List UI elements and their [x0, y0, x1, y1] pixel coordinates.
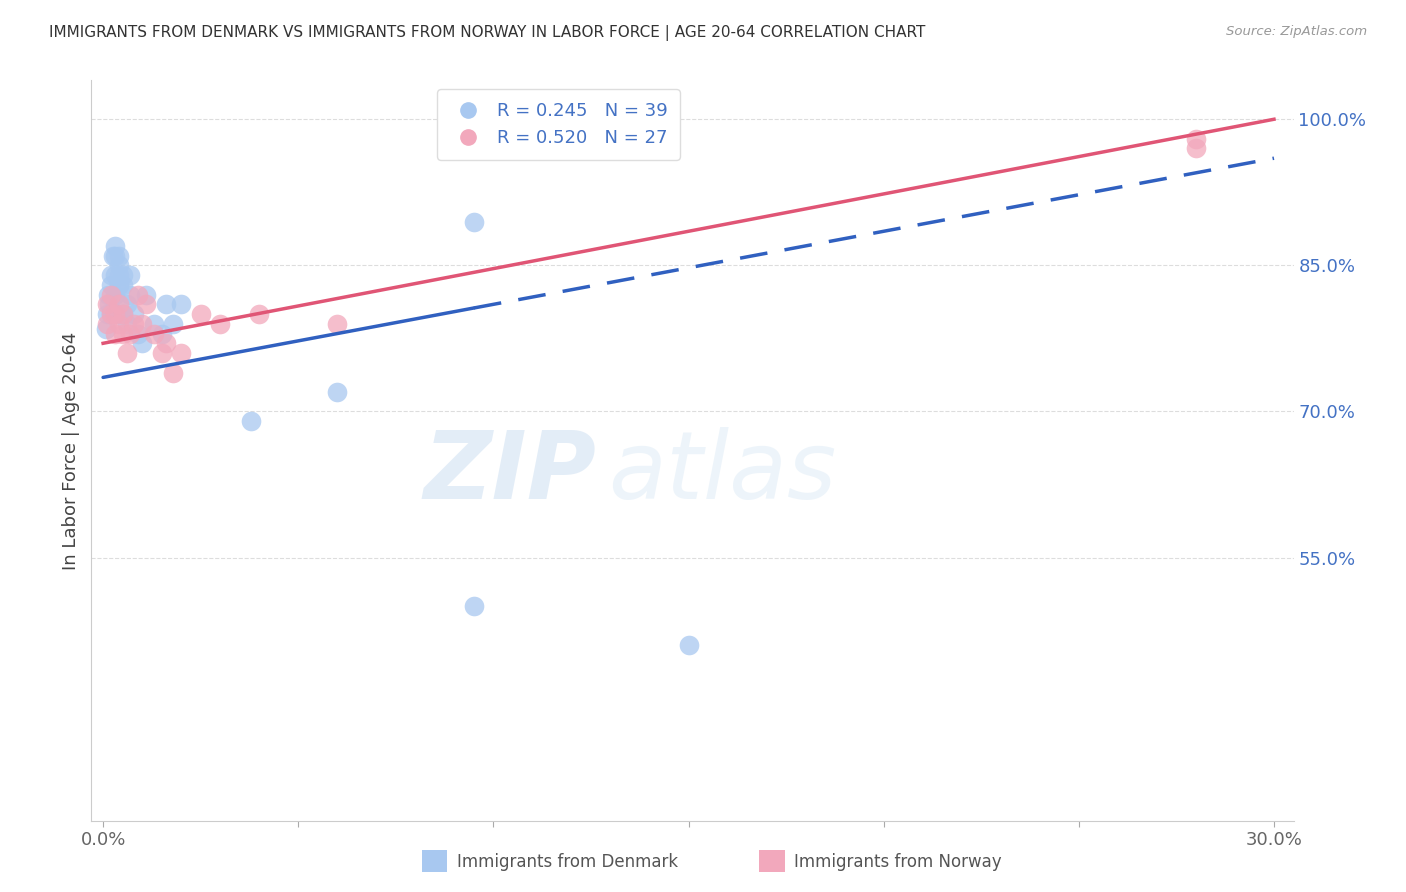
Text: ZIP: ZIP	[423, 426, 596, 518]
Point	[111, 307, 134, 321]
Text: IMMIGRANTS FROM DENMARK VS IMMIGRANTS FROM NORWAY IN LABOR FORCE | AGE 20-64 COR: IMMIGRANTS FROM DENMARK VS IMMIGRANTS FR…	[49, 25, 925, 41]
Point	[115, 346, 138, 360]
Point	[127, 287, 149, 301]
Point	[104, 326, 127, 341]
Text: Source: ZipAtlas.com: Source: ZipAtlas.com	[1226, 25, 1367, 38]
Point	[170, 346, 193, 360]
Point	[96, 307, 118, 321]
Point	[142, 326, 165, 341]
Point	[135, 287, 157, 301]
Point	[120, 268, 142, 282]
Point	[104, 307, 127, 321]
Point	[97, 287, 120, 301]
Point	[326, 317, 349, 331]
Point	[107, 277, 129, 292]
Point	[326, 384, 349, 399]
Point	[100, 287, 122, 301]
Point	[162, 366, 184, 380]
Point	[107, 249, 129, 263]
Point	[104, 268, 127, 282]
Text: atlas: atlas	[609, 427, 837, 518]
Point	[463, 214, 485, 228]
Point	[247, 307, 270, 321]
Point	[127, 326, 149, 341]
Point	[120, 287, 142, 301]
Point	[107, 277, 129, 292]
Point	[115, 297, 138, 311]
Point	[97, 297, 120, 311]
Point	[131, 317, 153, 331]
Point	[96, 297, 118, 311]
Point	[463, 599, 485, 614]
Point	[142, 317, 165, 331]
Point	[111, 326, 134, 341]
Point	[150, 326, 173, 341]
Point	[135, 297, 157, 311]
Point	[1185, 141, 1208, 155]
Point	[155, 297, 177, 311]
Point	[209, 317, 232, 331]
Point	[105, 307, 128, 321]
Y-axis label: In Labor Force | Age 20-64: In Labor Force | Age 20-64	[62, 331, 80, 570]
Point	[100, 268, 122, 282]
Point	[96, 317, 118, 331]
Point	[107, 317, 129, 331]
Point	[107, 268, 129, 282]
Point	[111, 307, 134, 321]
Point	[100, 307, 122, 321]
Legend: R = 0.245   N = 39, R = 0.520   N = 27: R = 0.245 N = 39, R = 0.520 N = 27	[437, 89, 681, 160]
Point	[111, 277, 134, 292]
Point	[104, 249, 127, 263]
Text: Immigrants from Denmark: Immigrants from Denmark	[457, 853, 678, 871]
Text: Immigrants from Norway: Immigrants from Norway	[794, 853, 1002, 871]
Point	[100, 277, 122, 292]
Point	[150, 346, 173, 360]
Point	[124, 307, 146, 321]
Point	[124, 317, 146, 331]
Point	[104, 239, 127, 253]
Point	[240, 414, 263, 428]
Point	[100, 307, 122, 321]
Point	[111, 268, 134, 282]
Point	[115, 317, 138, 331]
Point	[120, 326, 142, 341]
Point	[131, 336, 153, 351]
Point	[101, 249, 124, 263]
Point	[96, 321, 118, 335]
Point	[678, 638, 700, 652]
Point	[1185, 132, 1208, 146]
Point	[190, 307, 212, 321]
Point	[104, 287, 127, 301]
Point	[107, 297, 129, 311]
Point	[155, 336, 177, 351]
Point	[170, 297, 193, 311]
Point	[107, 259, 129, 273]
Point	[162, 317, 184, 331]
